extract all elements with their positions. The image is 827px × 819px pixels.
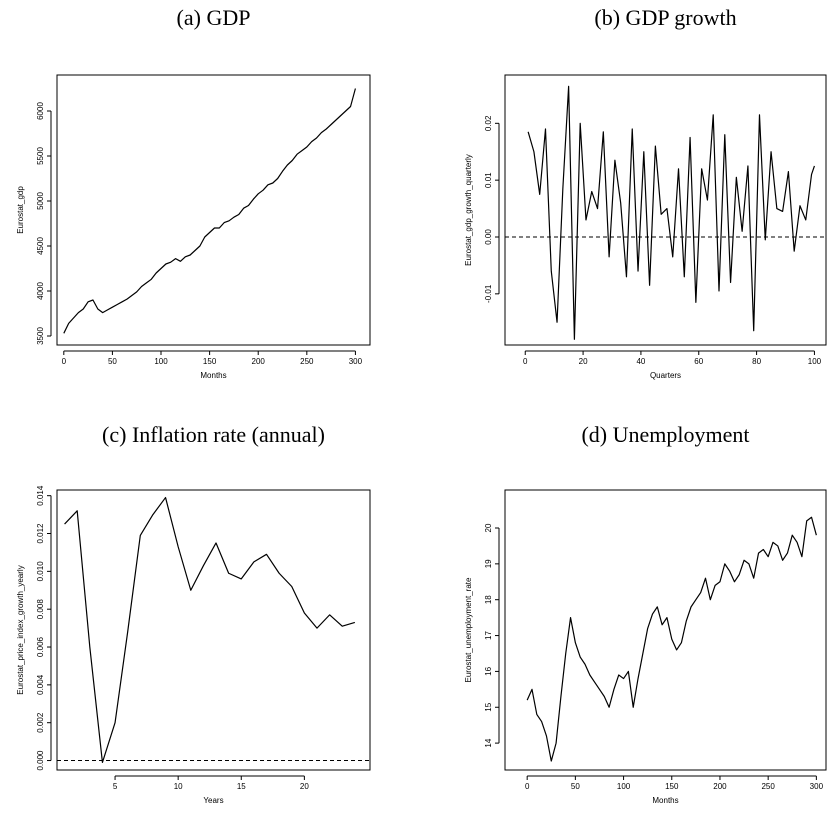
y-tick-label: 6000 [36, 102, 45, 120]
x-tick-label: 20 [579, 357, 588, 366]
panel-title: (b) GDP growth [594, 5, 736, 30]
x-tick-label: 60 [694, 357, 703, 366]
y-tick-label: 0.014 [36, 485, 45, 506]
y-tick-label: 0.008 [36, 599, 45, 620]
x-tick-label: 10 [174, 782, 183, 791]
series-line [63, 88, 356, 334]
x-tick-label: 80 [752, 357, 761, 366]
x-tick-label: 300 [349, 357, 363, 366]
series-line [527, 85, 816, 340]
y-tick-label: 16 [484, 666, 493, 675]
y-tick-label: 17 [484, 631, 493, 640]
y-tick-label: 0.01 [484, 172, 493, 188]
x-axis-title: Months [652, 796, 678, 805]
y-tick-label: 4000 [36, 282, 45, 300]
plot-box [56, 74, 371, 346]
panel-title: (a) GDP [177, 5, 251, 30]
x-tick-label: 100 [617, 782, 631, 791]
plot-box [56, 489, 371, 771]
y-tick-label: 4500 [36, 237, 45, 255]
y-tick-label: 5000 [36, 192, 45, 210]
x-tick-label: 50 [108, 357, 117, 366]
y-tick-label: 19 [484, 559, 493, 568]
x-tick-label: 250 [761, 782, 775, 791]
x-tick-label: 20 [300, 782, 309, 791]
y-tick-label: 20 [484, 523, 493, 532]
y-tick-label: 5500 [36, 147, 45, 165]
x-tick-label: 200 [713, 782, 727, 791]
y-axis-title: Eurostat_price_index_growth_yearly [16, 565, 25, 694]
x-tick-label: 0 [62, 357, 67, 366]
series-line [526, 516, 817, 762]
y-tick-label: 3500 [36, 327, 45, 345]
x-axis-title: Months [200, 371, 226, 380]
x-tick-label: 40 [636, 357, 645, 366]
y-tick-label: 0.02 [484, 115, 493, 131]
y-tick-label: 0.00 [484, 229, 493, 245]
plot-box [504, 489, 827, 771]
panel-title: (c) Inflation rate (annual) [102, 422, 325, 447]
x-tick-label: 100 [154, 357, 168, 366]
y-tick-label: 0.006 [36, 636, 45, 657]
y-tick-label: 0.010 [36, 561, 45, 582]
x-tick-label: 200 [252, 357, 266, 366]
y-tick-label: 15 [484, 702, 493, 711]
series-line [64, 496, 356, 764]
y-tick-label: 0.000 [36, 750, 45, 771]
x-tick-label: 150 [203, 357, 217, 366]
y-axis-title: Eurostat_unemployment_rate [464, 577, 473, 683]
panel-title: (d) Unemployment [581, 422, 749, 447]
y-tick-label: 0.002 [36, 712, 45, 733]
y-axis-title: Eurostat_gdp [16, 186, 25, 234]
y-tick-label: 14 [484, 738, 493, 747]
y-tick-label: -0.01 [484, 284, 493, 303]
x-tick-label: 0 [525, 782, 530, 791]
y-axis-title: Eurostat_gdp_growth_quarterly [464, 154, 473, 266]
x-tick-label: 50 [571, 782, 580, 791]
x-axis-title: Years [203, 796, 223, 805]
plot-box [504, 74, 827, 346]
y-tick-label: 0.004 [36, 674, 45, 695]
x-tick-label: 0 [523, 357, 528, 366]
x-tick-label: 5 [113, 782, 118, 791]
x-tick-label: 250 [300, 357, 314, 366]
x-axis-title: Quarters [650, 371, 681, 380]
x-tick-label: 100 [808, 357, 822, 366]
y-tick-label: 18 [484, 595, 493, 604]
y-tick-label: 0.012 [36, 523, 45, 544]
x-tick-label: 300 [810, 782, 824, 791]
x-tick-label: 150 [665, 782, 679, 791]
x-tick-label: 15 [237, 782, 246, 791]
